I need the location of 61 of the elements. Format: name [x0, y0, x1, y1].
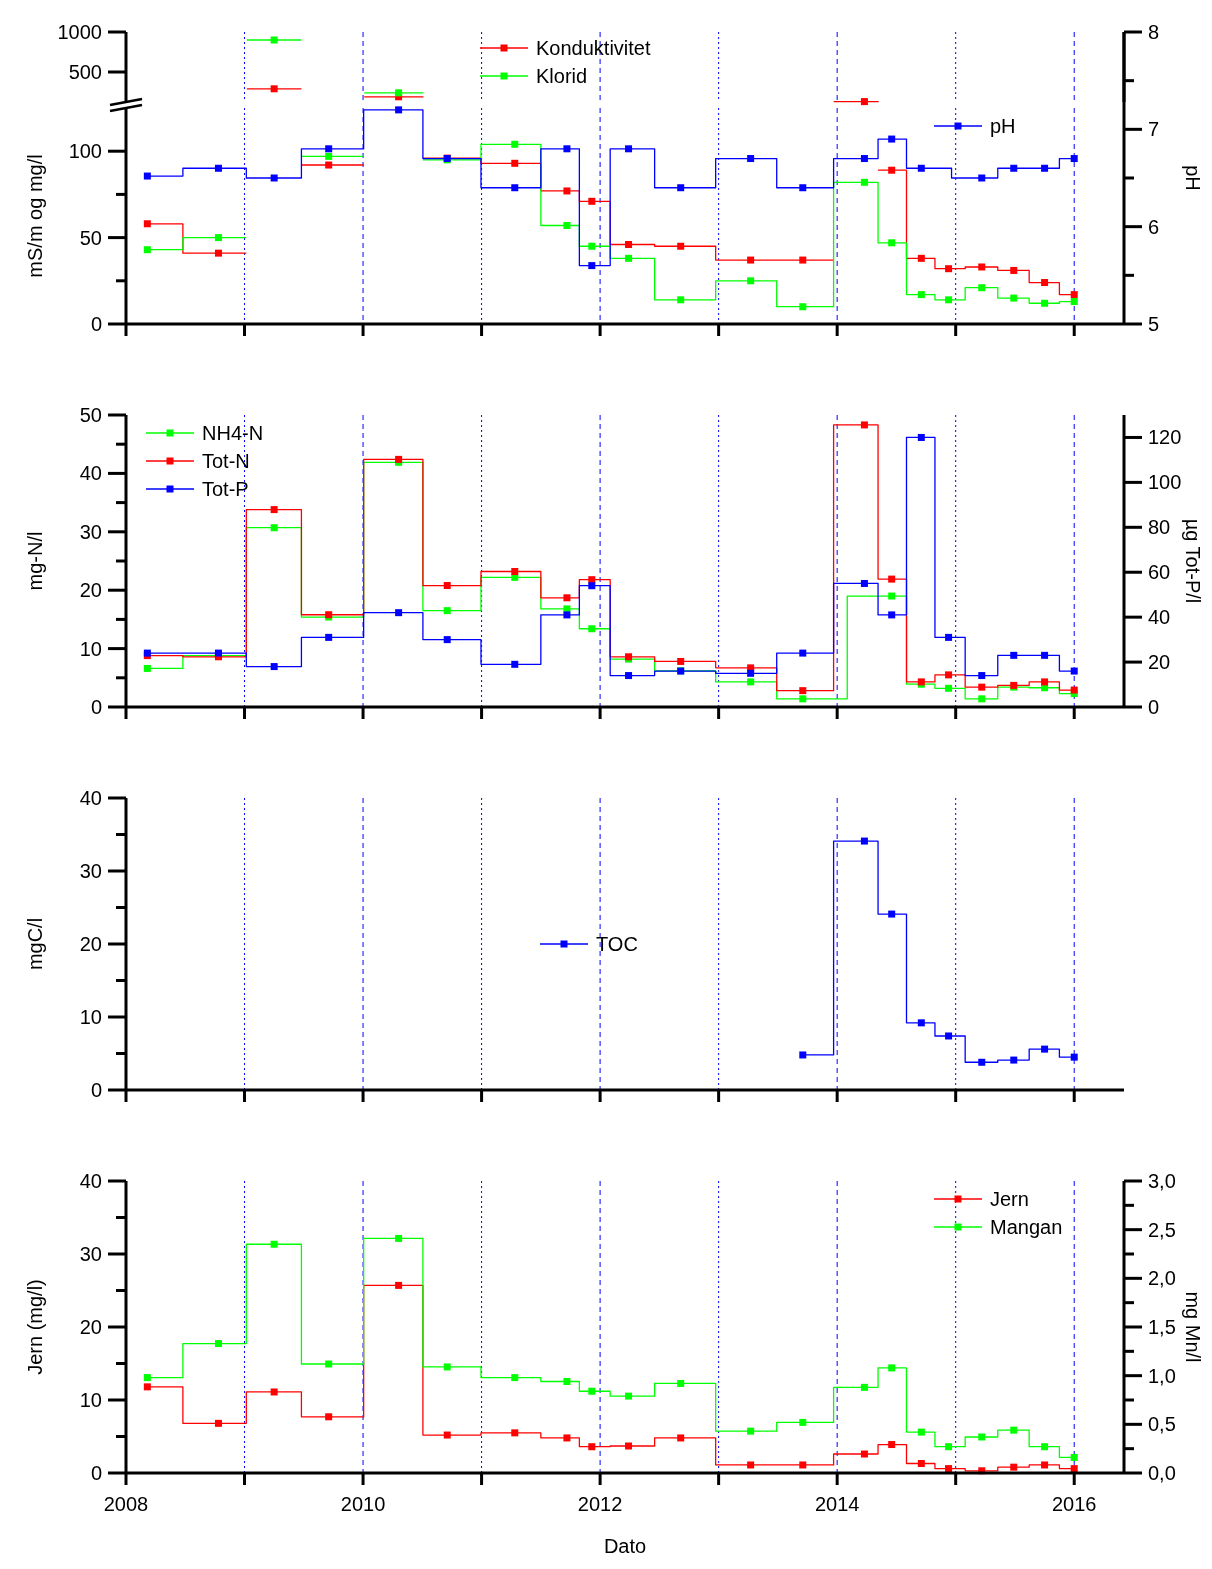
x-axis-title: Dato [603, 1535, 647, 1557]
y-tick-label: 20 [79, 579, 102, 602]
x-tick-label: 2014 [814, 1493, 860, 1515]
y-axis-title: mgC/l [24, 917, 46, 971]
y-axis-title: Jern (mg/l) [24, 1279, 46, 1375]
y-tick-label: 1000 [57, 21, 102, 43]
y2-tick-label: 0,5 [1148, 1413, 1176, 1436]
legend-label: Konduktivitet [536, 37, 651, 59]
legend-label: Mangan [990, 1216, 1063, 1238]
legend-label: TOC [596, 933, 638, 955]
y2-tick-label: 40 [1148, 606, 1171, 629]
y-tick-label: 20 [79, 933, 102, 955]
y2-tick-label: 80 [1148, 516, 1171, 539]
y2-tick-label: 8 [1148, 21, 1160, 43]
y-tick-label: 30 [79, 520, 102, 543]
y-tick-label: 40 [79, 1170, 102, 1192]
y2-tick-label: 5 [1148, 313, 1160, 335]
y-tick-label: 50 [79, 226, 102, 249]
legend-label: NH4-N [202, 422, 264, 444]
y-tick-label: 50 [79, 404, 102, 426]
y2-tick-label: 120 [1148, 426, 1182, 449]
y-tick-label: 10 [79, 637, 102, 660]
legend-label: pH [990, 115, 1016, 137]
y-tick-label: 30 [79, 860, 102, 882]
y2-tick-label: 1,5 [1148, 1316, 1176, 1338]
y-axis-title: mS/m og mg/l [24, 154, 46, 278]
y-tick-label: 100 [68, 140, 102, 163]
y-tick-label: 40 [79, 462, 102, 485]
y2-tick-label: 6 [1148, 215, 1160, 238]
legend-label: Klorid [536, 65, 588, 87]
x-tick-label: 2016 [1051, 1493, 1097, 1515]
y2-axis-title: mg Mn/l [1182, 1291, 1204, 1363]
y2-tick-label: 1,0 [1148, 1364, 1176, 1387]
y-axis-title: mg-N/l [24, 531, 46, 591]
y2-tick-label: 2,0 [1148, 1267, 1176, 1290]
y2-tick-label: 20 [1148, 651, 1171, 674]
y2-axis-title: pH [1182, 165, 1204, 191]
x-tick-label: 2010 [340, 1493, 386, 1515]
y-tick-label: 20 [79, 1316, 102, 1338]
y-tick-label: 10 [79, 1389, 102, 1411]
y-tick-label: 0 [90, 696, 102, 718]
y-tick-label: 30 [79, 1243, 102, 1265]
y-tick-label: 10 [79, 1006, 102, 1028]
legend-label: Tot-N [202, 450, 250, 472]
y-tick-label: 500 [68, 61, 102, 83]
y2-tick-label: 7 [1148, 118, 1160, 141]
y-tick-label: 0 [90, 1462, 102, 1484]
y2-axis-title: µg Tot-P/l [1182, 518, 1204, 604]
y2-tick-label: 2,5 [1148, 1218, 1176, 1241]
legend-label: Jern [990, 1188, 1029, 1210]
y2-tick-label: 0,0 [1148, 1462, 1176, 1484]
y2-tick-label: 60 [1148, 561, 1171, 584]
y-tick-label: 40 [79, 787, 102, 809]
y2-tick-label: 3,0 [1148, 1170, 1176, 1192]
x-tick-label: 2012 [577, 1493, 623, 1515]
x-tick-label: 2008 [103, 1493, 149, 1515]
y2-tick-label: 0 [1148, 696, 1160, 718]
legend-label: Tot-P [202, 478, 249, 500]
y2-tick-label: 100 [1148, 471, 1182, 494]
y-tick-label: 0 [90, 313, 102, 335]
y-tick-label: 0 [90, 1079, 102, 1101]
